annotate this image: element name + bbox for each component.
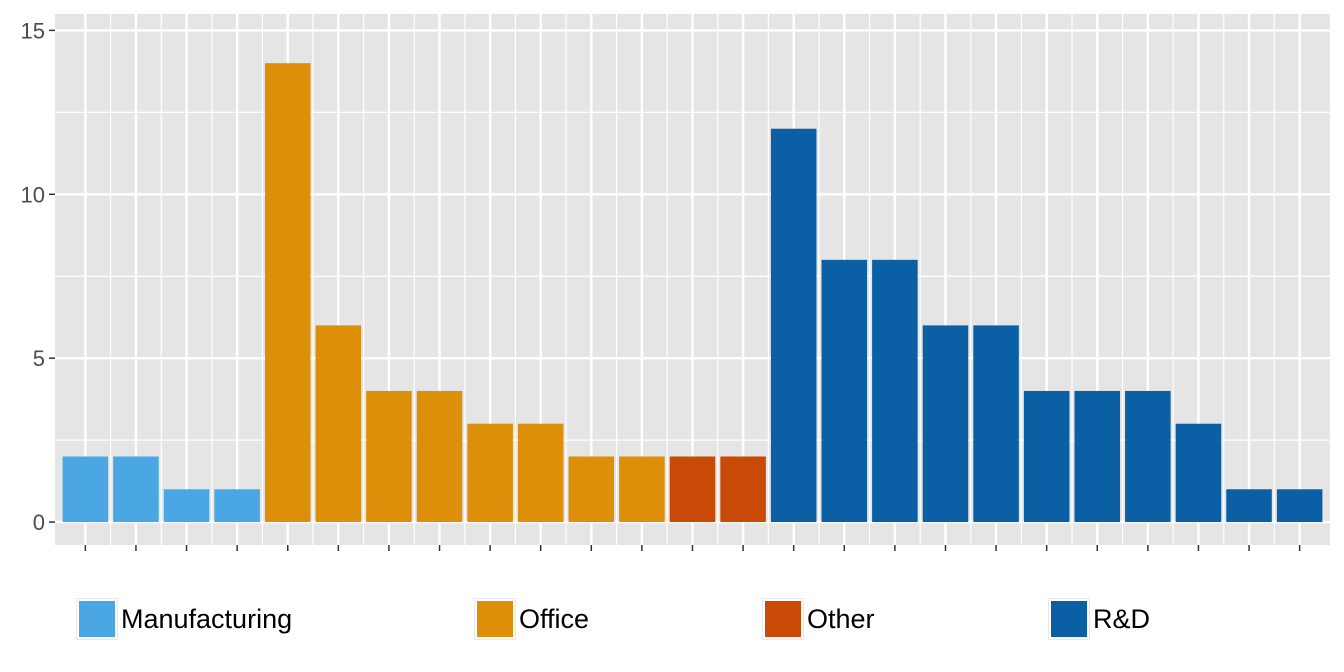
bar: [163, 489, 210, 523]
legend-item-rd: R&D: [1048, 597, 1151, 641]
bar: [113, 456, 159, 523]
bar: [821, 259, 868, 523]
legend-item-other: Other: [762, 597, 875, 641]
bar-chart: 0 5 10 15: [21, 14, 1330, 551]
bar: [62, 456, 109, 523]
legend-swatch-office: [474, 598, 516, 640]
bar: [1226, 489, 1272, 523]
bar: [568, 456, 615, 523]
bar: [922, 325, 969, 523]
bar: [1276, 489, 1323, 523]
bars: [62, 63, 1323, 523]
bar: [366, 390, 412, 523]
y-tick-label: 10: [21, 182, 45, 207]
legend-swatch-other: [762, 598, 804, 640]
bar: [264, 63, 311, 523]
bar: [872, 259, 918, 523]
x-axis: [84, 545, 1301, 551]
bar: [619, 456, 665, 523]
y-tick-label: 5: [33, 346, 45, 371]
legend-label-office: Office: [519, 603, 590, 634]
y-tick-label: 15: [21, 18, 45, 43]
bar: [467, 423, 513, 523]
bar: [416, 390, 463, 523]
bar: [1175, 423, 1222, 523]
bar: [517, 423, 564, 523]
legend-item-manufacturing: Manufacturing: [76, 597, 293, 641]
bar: [973, 325, 1019, 523]
legend-swatch-manufacturing: [76, 598, 118, 640]
legend-item-office: Office: [474, 597, 590, 641]
bar: [770, 128, 817, 523]
legend-label-other: Other: [807, 603, 875, 634]
bar: [720, 456, 766, 523]
bar: [1125, 390, 1171, 523]
y-tick-label: 0: [33, 510, 45, 535]
legend-swatch-rd: [1048, 598, 1090, 640]
bar: [1074, 390, 1121, 523]
bar: [315, 325, 362, 523]
legend: Manufacturing Office Other R&D: [0, 597, 1344, 647]
bar: [1023, 390, 1070, 523]
legend-label-manufacturing: Manufacturing: [121, 603, 293, 634]
y-axis: 0 5 10 15: [21, 18, 55, 535]
bar: [669, 456, 716, 523]
legend-label-rd: R&D: [1093, 603, 1151, 634]
bar: [214, 489, 260, 523]
